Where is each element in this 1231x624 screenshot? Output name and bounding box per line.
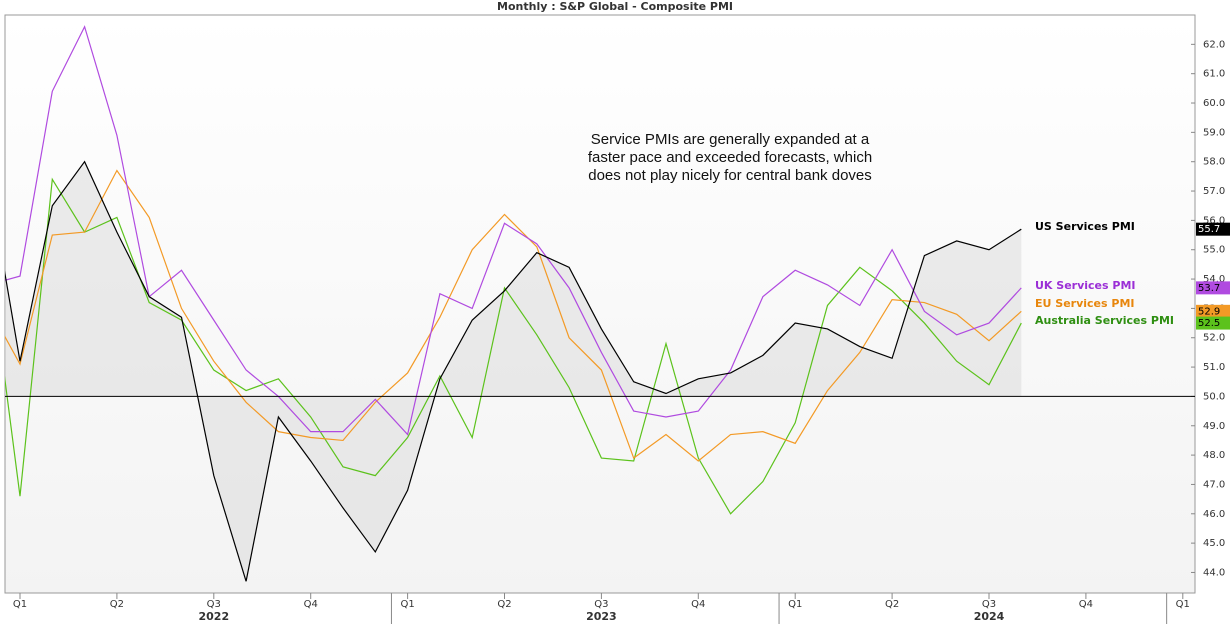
series-name: UK Services PMI (1035, 279, 1136, 292)
x-tick-label: Q2 (885, 599, 899, 610)
y-tick-label: 46.0 (1203, 509, 1225, 520)
x-tick-label: Q2 (497, 599, 511, 610)
annotation: faster pace and exceeded forecasts, whic… (588, 149, 872, 166)
x-tick-label: Q1 (13, 599, 27, 610)
x-tick-label: Q4 (304, 599, 318, 610)
year-label: 2024 (974, 610, 1005, 623)
value-badge (1196, 316, 1230, 330)
x-tick-label: Q1 (1176, 599, 1190, 610)
y-tick-label: 45.0 (1203, 538, 1225, 549)
y-tick-label: 52.0 (1203, 333, 1225, 344)
value-label: 52.9 (1198, 306, 1220, 317)
year-label: 2022 (198, 610, 229, 623)
series-name: EU Services PMI (1035, 297, 1134, 310)
value-label: 55.7 (1198, 224, 1220, 235)
y-tick-label: 55.0 (1203, 245, 1225, 256)
x-tick-label: Q3 (982, 599, 996, 610)
y-tick-label: 60.0 (1203, 98, 1225, 109)
shaded-area (5, 161, 1022, 582)
value-badge (1196, 281, 1230, 295)
value-badge (1196, 304, 1230, 318)
y-tick-label: 57.0 (1203, 186, 1225, 197)
y-tick-label: 58.0 (1203, 157, 1225, 168)
year-label: 2023 (586, 610, 617, 623)
x-tick-label: Q2 (110, 599, 124, 610)
x-tick-label: Q3 (207, 599, 221, 610)
annotation: Service PMIs are generally expanded at a (591, 131, 870, 148)
y-tick-label: 49.0 (1203, 421, 1225, 432)
series-name: Australia Services PMI (1035, 314, 1174, 327)
series-line (5, 25, 1022, 436)
value-label: 52.5 (1198, 318, 1220, 329)
series-line (5, 169, 1022, 462)
x-tick-label: Q1 (788, 599, 802, 610)
value-badge (1196, 222, 1230, 236)
y-tick-label: 62.0 (1203, 39, 1225, 50)
y-tick-label: 50.0 (1203, 391, 1225, 402)
value-label: 53.7 (1198, 283, 1220, 294)
y-tick-label: 59.0 (1203, 127, 1225, 138)
x-tick-label: Q3 (594, 599, 608, 610)
y-tick-label: 48.0 (1203, 450, 1225, 461)
chart-title: Monthly : S&P Global - Composite PMI (497, 0, 733, 13)
y-tick-label: 44.0 (1203, 567, 1225, 578)
y-tick-label: 61.0 (1203, 69, 1225, 80)
x-tick-label: Q1 (400, 599, 414, 610)
series-line (5, 177, 1022, 515)
y-tick-label: 54.0 (1203, 274, 1225, 285)
series-name: US Services PMI (1035, 220, 1135, 233)
y-tick-label: 51.0 (1203, 362, 1225, 373)
y-tick-label: 56.0 (1203, 215, 1225, 226)
x-tick-label: Q4 (1079, 599, 1093, 610)
annotation: does not play nicely for central bank do… (588, 167, 872, 184)
plot (5, 25, 1022, 582)
x-tick-label: Q4 (691, 599, 705, 610)
series-line (5, 160, 1022, 582)
y-tick-label: 47.0 (1203, 479, 1225, 490)
